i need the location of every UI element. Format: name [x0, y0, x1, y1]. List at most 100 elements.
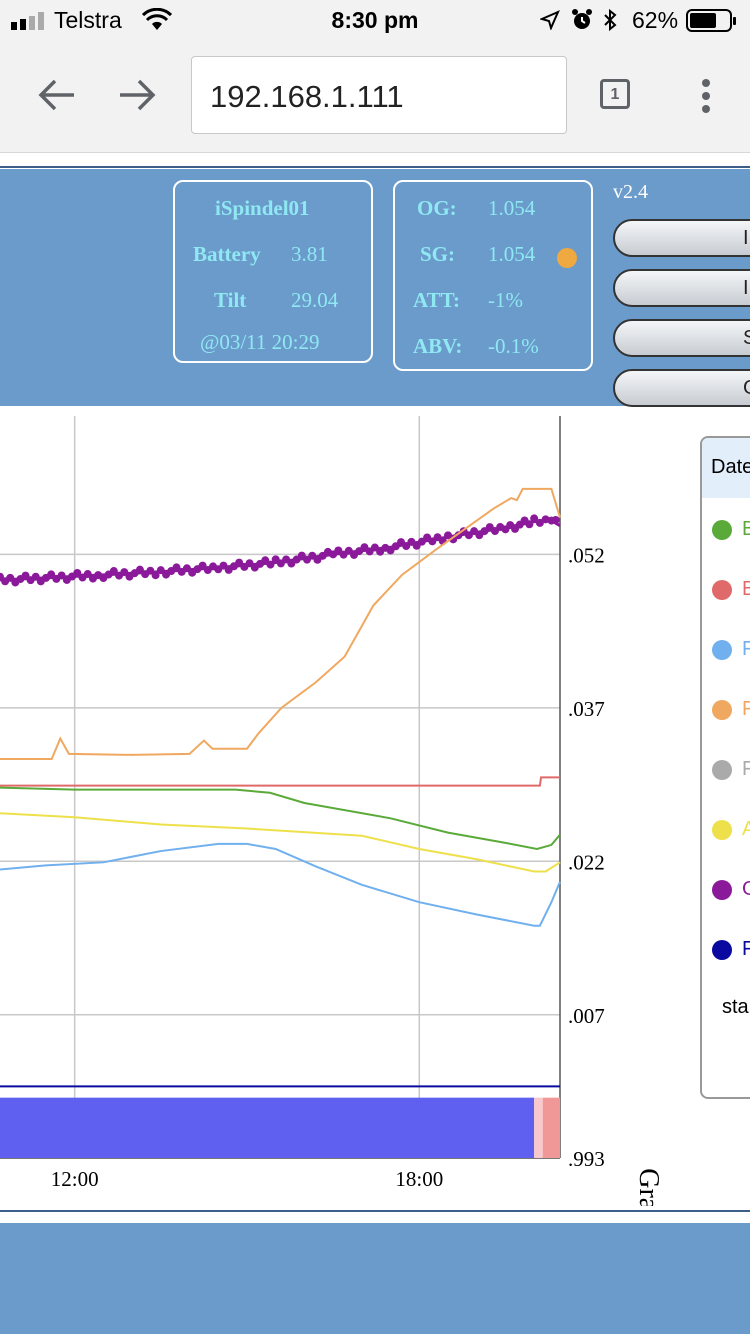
divider: [0, 1210, 750, 1212]
chart-ticks: .052 .037 .022 .007 .993 12:00 18:00: [51, 543, 605, 1191]
legend-swatch: [712, 880, 732, 900]
y-tick-label: .007: [568, 1004, 605, 1028]
location-icon: [540, 10, 560, 30]
series-line: [0, 842, 561, 927]
sg-value: 1.054: [488, 242, 536, 266]
series-point: [182, 564, 191, 573]
back-arrow-icon[interactable]: [38, 78, 76, 112]
series-point: [198, 561, 207, 570]
action-button-1[interactable]: I: [613, 219, 750, 257]
device-info-box: iSpindel01 Battery 3.81 Tilt 29.04 @03/1…: [173, 180, 373, 363]
series-point: [172, 563, 181, 572]
dashboard-header: iSpindel01 Battery 3.81 Tilt 29.04 @03/1…: [0, 169, 750, 407]
legend-header-label: Date: [711, 456, 750, 478]
og-value: 1.054: [488, 196, 536, 220]
abv-label: ABV:: [413, 334, 463, 358]
tab-switcher-button[interactable]: 1: [600, 79, 630, 109]
last-update-timestamp: @03/11 20:29: [200, 330, 320, 354]
y-tick-label: .037: [568, 697, 605, 721]
footer-panel: [0, 1223, 750, 1334]
action-button-1-label: I: [743, 227, 749, 249]
series-point: [47, 570, 56, 579]
legend-panel: Date B B F F F A G F sta: [700, 436, 750, 1099]
menu-dots-icon[interactable]: [698, 76, 714, 116]
x-tick-label: 18:00: [395, 1167, 443, 1191]
abv-value: -0.1%: [488, 334, 539, 358]
legend-swatch: [712, 640, 732, 660]
forward-arrow-icon[interactable]: [118, 78, 156, 112]
series-point: [551, 515, 560, 524]
status-indicator-dot: [557, 248, 577, 268]
series-point: [535, 518, 544, 527]
bluetooth-icon: [604, 8, 617, 32]
status-time: 8:30 pm: [331, 7, 419, 33]
og-label: OG:: [417, 196, 457, 220]
legend-swatch: [712, 760, 732, 780]
chart-series: [0, 487, 561, 1088]
legend-item-label: G: [742, 878, 750, 901]
series-line: [0, 812, 561, 873]
legend-item-label: F: [742, 638, 750, 661]
series-point: [151, 571, 160, 580]
legend-item-label: A: [742, 818, 750, 841]
legend-item-label: B: [742, 578, 750, 601]
battery-icon: [686, 9, 736, 32]
action-button-4[interactable]: G: [613, 369, 750, 407]
status-band: [0, 1097, 535, 1158]
wifi-icon: [142, 8, 172, 30]
battery-label: Battery: [193, 242, 261, 266]
series-point: [21, 571, 30, 580]
series-point: [530, 514, 539, 523]
address-bar[interactable]: 192.168.1.111: [191, 56, 567, 134]
action-button-2-label: I: [743, 277, 749, 299]
gravity-readings-box: OG: 1.054 SG: 1.054 ATT: -1% ABV: -0.1%: [393, 180, 593, 371]
y-tick-label: .022: [568, 850, 605, 874]
series-point: [146, 566, 155, 575]
action-button-4-label: G: [743, 377, 750, 400]
legend-item-label: F: [742, 698, 750, 721]
tilt-value: 29.04: [291, 288, 339, 312]
series-line: [0, 776, 560, 787]
y-tick-label: .052: [568, 543, 605, 567]
carrier-label: Telstra: [54, 7, 122, 33]
action-button-3-label: S: [743, 327, 750, 349]
signal-icon: [11, 12, 44, 30]
legend-swatch: [712, 940, 732, 960]
battery-percent: 62%: [632, 7, 679, 33]
sg-label: SG:: [420, 242, 456, 266]
status-bar: Telstra 8:30 pm 62%: [0, 0, 750, 40]
series-point: [266, 560, 275, 569]
chart-bands: [0, 1097, 560, 1158]
series-point: [73, 569, 82, 578]
action-button-3[interactable]: S: [613, 319, 750, 357]
legend-footer-text: sta: [722, 996, 749, 1018]
action-button-2[interactable]: I: [613, 269, 750, 307]
status-band: [534, 1097, 543, 1158]
att-label: ATT:: [413, 288, 461, 312]
series-point: [525, 520, 534, 529]
status-band: [542, 1097, 560, 1158]
series-point: [83, 570, 92, 579]
version-label: v2.4: [613, 181, 648, 203]
legend-item-label: B: [742, 518, 750, 541]
legend-swatch: [712, 580, 732, 600]
series-line: [0, 487, 561, 760]
url-text: 192.168.1.111: [210, 79, 404, 114]
legend-item-label: F: [742, 758, 750, 781]
legend-swatch: [712, 700, 732, 720]
legend-swatch: [712, 820, 732, 840]
device-name: iSpindel01: [215, 196, 310, 220]
series-point: [57, 571, 66, 580]
series-point: [156, 566, 165, 575]
tilt-label: Tilt: [214, 288, 247, 312]
divider: [0, 166, 750, 168]
y-tick-label: .993: [568, 1147, 605, 1171]
series-point: [120, 568, 129, 577]
legend-header: Date: [702, 438, 750, 498]
legend-item-label: F: [742, 938, 750, 961]
series-point: [31, 572, 40, 581]
x-tick-label: 12:00: [51, 1167, 99, 1191]
gravity-chart: .052 .037 .022 .007 .993 12:00 18:00 Gravity: [0, 416, 664, 1206]
chart-grid: [0, 416, 561, 1159]
legend-swatch: [712, 520, 732, 540]
